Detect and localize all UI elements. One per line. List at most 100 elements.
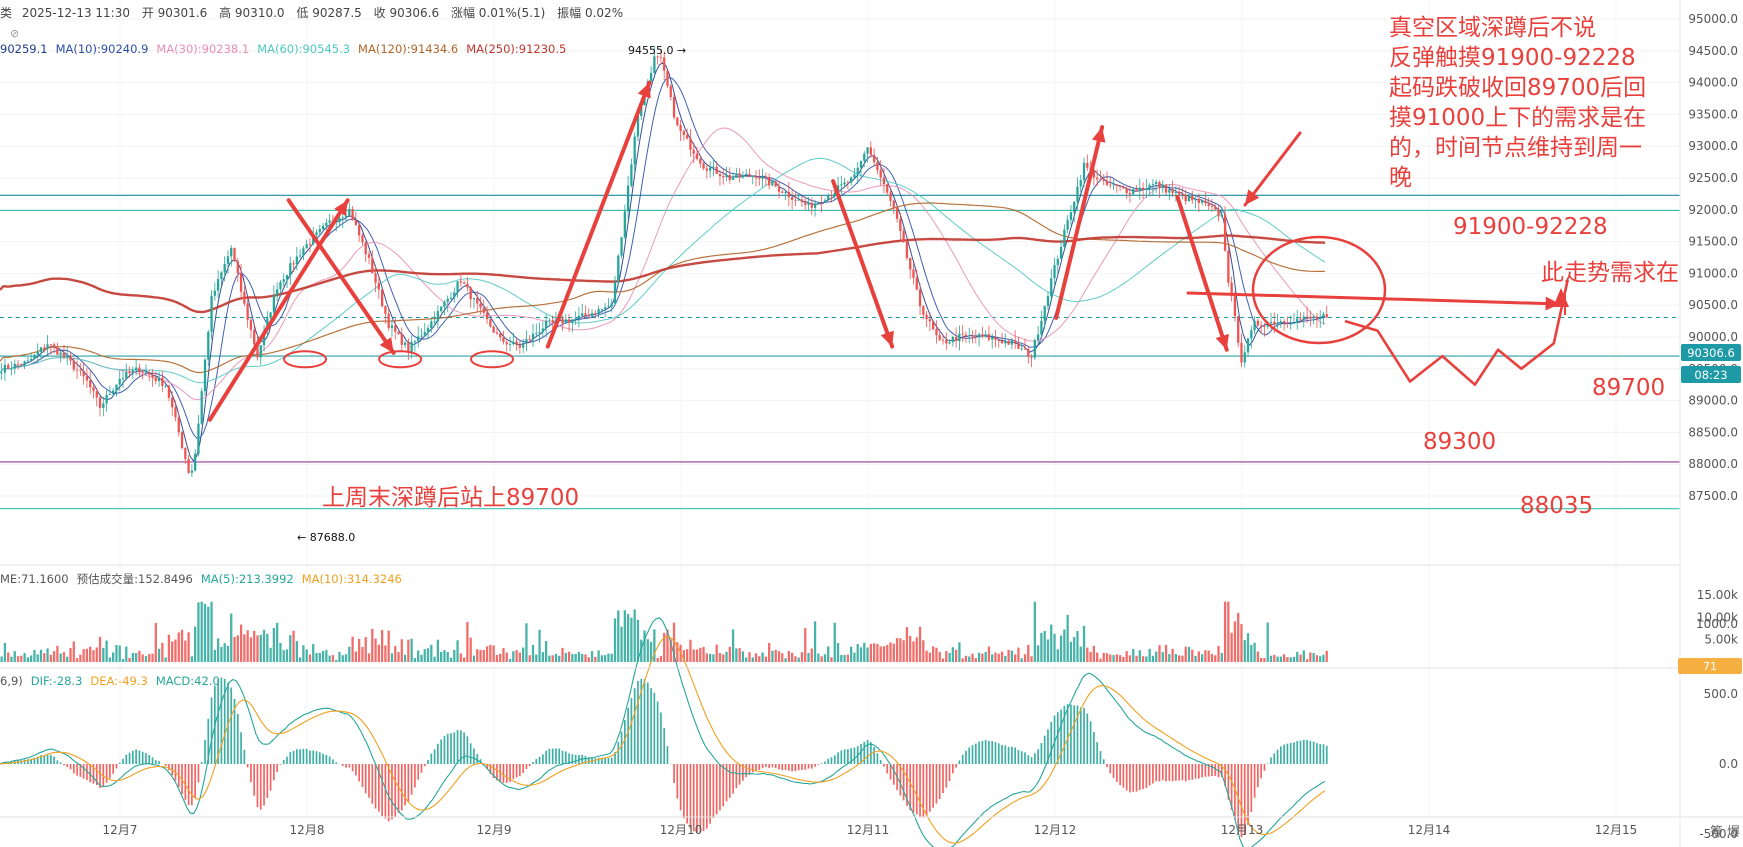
candle-body (269, 312, 272, 319)
volume-bar (298, 657, 302, 662)
candle-body (1250, 330, 1253, 339)
candle-body (492, 326, 495, 333)
candle-body (1171, 189, 1174, 194)
candle-body (968, 335, 971, 337)
macd-histogram-bar (240, 732, 242, 764)
time-axis[interactable]: 12月7 12月8 12月9 12月10 12月11 12月12 12月13 12月14 12月… (103, 823, 1638, 837)
volume-bars (0, 601, 1328, 662)
price-axis[interactable]: 95000.0 94500.0 94000.0 93500.0 93000.0 92500… (1688, 12, 1738, 503)
volume-bar (1191, 649, 1194, 662)
volume-bar (751, 657, 754, 662)
volume-bar (807, 652, 810, 662)
macd-histogram-bar (332, 759, 334, 764)
volume-bar (1286, 657, 1289, 662)
volume-bar (7, 652, 10, 662)
volume-bar (33, 649, 36, 662)
macd-histogram-bar (666, 746, 669, 764)
macd-histogram-bar (1109, 764, 1112, 774)
volume-bar (728, 646, 731, 662)
candle-body (1138, 187, 1141, 192)
volume-bar (787, 650, 790, 662)
candle-body (997, 339, 1000, 341)
volume-bar (279, 642, 282, 662)
volume-bar (1030, 656, 1033, 662)
volume-bar (118, 645, 121, 662)
volume-bar (1053, 633, 1056, 662)
volume-bar (1263, 657, 1266, 662)
macd-histogram-bar (988, 740, 990, 764)
macd-histogram-bar (397, 764, 400, 813)
volume-bar (1302, 650, 1305, 662)
volume-bar (1181, 655, 1184, 662)
legend-entry: MA(10):90240.9 (56, 42, 149, 56)
volume-bar (659, 656, 663, 662)
volume-bar (148, 653, 151, 662)
volume-bar (872, 643, 876, 662)
macd-histogram-bar (971, 745, 974, 764)
volume-bar (1148, 648, 1151, 662)
candle-body (1161, 184, 1164, 188)
candle-body (121, 378, 125, 380)
volume-bar (440, 651, 443, 662)
macd-histogram-bar (679, 764, 682, 811)
macd-histogram-bar (430, 753, 433, 764)
macd-histogram-bar (279, 764, 282, 765)
eye-off-icon[interactable]: ⊘ (10, 27, 19, 40)
volume-bar (863, 642, 866, 662)
level-low-label: 88035 (1520, 493, 1593, 519)
candle-body (1122, 186, 1125, 189)
macd-histogram-bar (89, 764, 92, 783)
volume-bar (653, 629, 656, 662)
candle-body (830, 195, 833, 197)
macd-histogram-bar (502, 764, 505, 783)
annotation-ellipse (283, 350, 328, 369)
macd-histogram-bar (555, 748, 557, 764)
countdown-badge (1681, 366, 1741, 383)
price-tick-label: 91500.0 (1688, 235, 1738, 249)
candle-body (59, 352, 62, 355)
forecast-path (1344, 279, 1569, 386)
candle-body (787, 191, 790, 198)
macd-histogram-bar (1079, 707, 1082, 764)
candle-body (52, 344, 56, 348)
candlesticks (0, 46, 1328, 477)
volume-bar (397, 652, 400, 662)
macd-histogram-bar (722, 764, 725, 807)
volume-bar (380, 630, 384, 662)
candle-body (338, 218, 341, 223)
volume-bar (525, 623, 528, 662)
volume-bar (961, 658, 964, 662)
macd-histogram-bar (250, 764, 252, 783)
candle-body (387, 313, 390, 329)
macd-histogram-bar (1312, 741, 1315, 764)
candle-body (1050, 278, 1053, 297)
macd-histogram-bar (965, 750, 967, 764)
volume-bar (256, 635, 259, 662)
volume-bar (200, 601, 203, 662)
candle-body (377, 282, 380, 290)
macd-histogram-bar (699, 764, 702, 833)
note-line: 起码跌破收回89700后回 (1389, 75, 1646, 101)
candle-body (1076, 186, 1079, 202)
macd-histogram-bar (587, 757, 590, 764)
volume-bar (384, 645, 387, 662)
volume-bar (853, 652, 856, 662)
annotation-arrowhead (1245, 189, 1260, 205)
legend-entry: MA(30):90238.1 (156, 42, 249, 56)
volume-bar (66, 656, 69, 662)
macd-histogram-bar (788, 764, 790, 771)
macd-histogram-bar (1280, 746, 1282, 764)
candle-body (1099, 179, 1102, 181)
candle-body (1004, 341, 1007, 344)
candle-body (26, 360, 30, 362)
candle-body (889, 192, 892, 201)
macd-histogram-bar (719, 764, 721, 811)
candle-body (1132, 189, 1135, 195)
volume-bar (285, 649, 289, 662)
candle-body (56, 347, 59, 355)
volume-bar (800, 652, 804, 662)
macd-histogram-bar (1060, 709, 1062, 764)
volume-bar (134, 653, 138, 662)
